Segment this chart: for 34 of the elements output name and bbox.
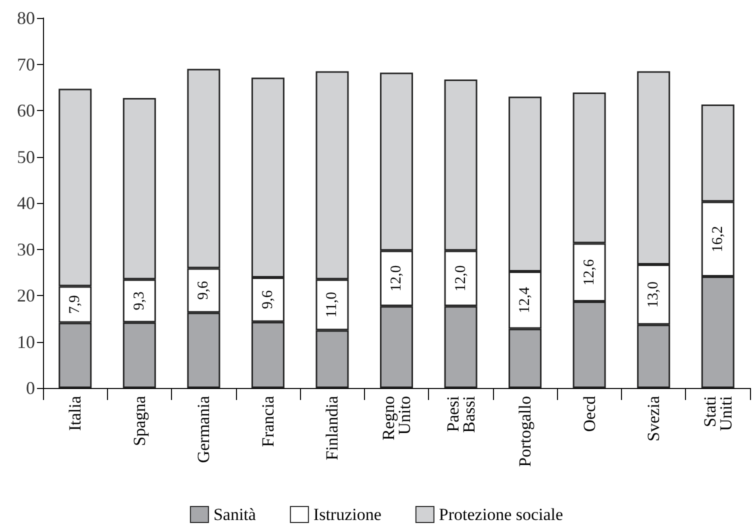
- data-label: 12,6: [581, 258, 598, 286]
- x-tick-label: Francia: [258, 396, 278, 447]
- x-tick-label: Portogallo: [516, 396, 535, 467]
- data-label: 9,6: [260, 290, 276, 310]
- data-label: 12,4: [517, 286, 534, 314]
- data-label: 11,0: [324, 292, 340, 318]
- y-tick-label: 0: [26, 378, 35, 398]
- x-tick-label: Svezia: [644, 396, 664, 442]
- data-label: 7,9: [67, 295, 84, 314]
- data-label: 9,6: [196, 280, 212, 300]
- x-tick-label: Regno Unito: [379, 396, 414, 440]
- data-label: 12,0: [452, 265, 469, 292]
- y-tick-label: 60: [17, 100, 35, 120]
- legend-label: Sanità: [213, 505, 256, 524]
- data-label: 16,2: [710, 226, 726, 252]
- x-tick-label: Oecd: [580, 396, 599, 432]
- y-tick-label: 30: [17, 239, 35, 260]
- y-tick-label: 80: [17, 8, 35, 28]
- y-tick-label: 50: [17, 146, 35, 167]
- x-tick-label: Italia: [66, 396, 85, 431]
- y-tick-label: 20: [17, 286, 35, 306]
- y-tick-label: 40: [17, 193, 35, 213]
- y-tick-label: 10: [17, 332, 35, 352]
- data-label: 13,0: [646, 281, 662, 308]
- y-tick-label: 70: [17, 54, 35, 74]
- legend-label: Protezione sociale: [438, 505, 564, 524]
- x-tick-label: Stati Uniti: [700, 396, 736, 431]
- x-tick-label: Spagna: [130, 396, 149, 446]
- x-tick-label: Paesi Bassi: [443, 396, 478, 433]
- x-tick-label: Finlandia: [322, 396, 342, 460]
- x-tick-label: Germania: [194, 396, 214, 464]
- data-label: 12,0: [388, 265, 404, 292]
- legend-label: Istruzione: [313, 505, 382, 524]
- data-label: 9,3: [131, 291, 148, 310]
